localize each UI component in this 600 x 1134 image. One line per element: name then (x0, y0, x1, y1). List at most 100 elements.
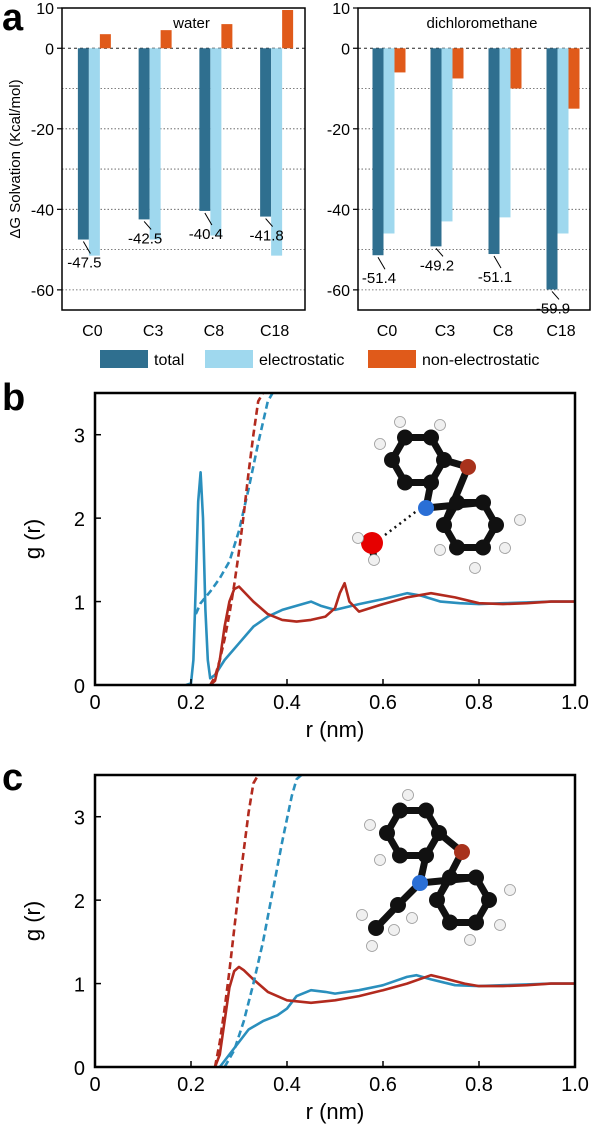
series-blue (218, 973, 575, 1067)
atom-W (361, 532, 383, 554)
atom-H (352, 532, 364, 544)
x-tick-label: 0 (89, 692, 100, 714)
atom-C (468, 914, 484, 931)
atom-H (394, 416, 406, 428)
plot-frame (357, 7, 591, 311)
bar-total-C18 (260, 48, 272, 217)
legend-nonelectrostatic-label: non-electrostatic (422, 352, 539, 369)
data-label-C3: -42.5 (128, 230, 162, 247)
atom-C (379, 825, 395, 841)
panel-a-legend: total electrostatic non-electrostatic (100, 350, 539, 369)
data-label-C8: -40.4 (189, 226, 223, 243)
y-tick-label: 1 (74, 975, 85, 997)
data-label-C3: -49.2 (420, 257, 454, 274)
y-tick-label: -40 (31, 202, 54, 219)
panel-letter-c: c (2, 757, 23, 799)
data-label-C18: -59.9 (536, 300, 570, 317)
y-tick-label: 2 (74, 891, 85, 913)
bar-non-electrostatic-C8 (510, 48, 522, 89)
atom-C (449, 539, 465, 556)
hydrogen-bond (384, 509, 419, 536)
atom-H (364, 819, 376, 831)
legend-electrostatic-label: electrostatic (259, 352, 344, 369)
y-tick-label: -60 (327, 283, 350, 300)
label-leader (377, 256, 386, 270)
series-blue-dashed (194, 393, 274, 615)
label-leader (204, 212, 213, 226)
atom-C (481, 892, 497, 908)
y-tick-label: 0 (74, 676, 85, 698)
bar-electrostatic-C0 (383, 48, 395, 234)
y-tick-label: -20 (327, 122, 350, 139)
atom-H (406, 912, 418, 924)
atom-C (423, 474, 439, 491)
bar-electrostatic-C18 (271, 48, 283, 256)
atom-C (392, 802, 408, 819)
x-tick-label: 1.0 (561, 692, 589, 714)
x-tick-label: 0.6 (369, 1074, 397, 1096)
atom-C (384, 452, 400, 468)
panel-letters: a b c (2, 0, 25, 799)
plot-frame (93, 773, 577, 1069)
atom-H (402, 789, 414, 801)
atom-H (504, 884, 516, 896)
y-tick-label: -40 (327, 202, 350, 219)
y-tick-label: 10 (332, 1, 350, 18)
x-tick-label-C3: C3 (435, 323, 456, 340)
x-tick-label-C18: C18 (546, 323, 575, 340)
atom-C (392, 847, 408, 864)
atom-H (388, 924, 400, 936)
y-axis-title: ΔG Solvation (Kcal/mol) (7, 79, 24, 238)
legend-nonelectrostatic-swatch (368, 350, 416, 368)
data-label-C18: -41.8 (250, 228, 284, 245)
atom-C (475, 494, 491, 511)
panel-a-water-chart: 10 0 -20 -40 -60 C0 -47.5 C3 -42.5 C8 -40.4 C18 -41.… (7, 1, 306, 340)
bar-non-electrostatic-C18 (568, 48, 580, 109)
bar-electrostatic-C3 (441, 48, 453, 222)
atom-C (431, 825, 447, 841)
y-axis-title: g (r) (20, 519, 45, 559)
series-blue (185, 471, 575, 685)
bar-electrostatic-C8 (210, 48, 222, 236)
x-tick-label: 0.6 (369, 692, 397, 714)
series-red (213, 965, 575, 1067)
atom-H (434, 419, 446, 431)
x-tick-label: 0.4 (273, 692, 301, 714)
atom-C (418, 847, 434, 864)
bar-non-electrostatic-C18 (282, 10, 294, 49)
panel-a-dichloromethane-chart: 10 0 -20 -40 -60 C0 -51.4 C3 -49.2 C8 -51.1 C18 -59.… (327, 1, 591, 340)
atom-C (488, 517, 504, 533)
chart-title: dichloromethane (427, 15, 538, 32)
panel-b-rdf-chart: 0 0.2 0.4 0.6 0.8 1.0 0 1 2 3 r (nm) g (r) (20, 391, 589, 742)
x-tick-label-C18: C18 (260, 323, 289, 340)
label-leader (493, 255, 502, 269)
plot-frame (93, 391, 577, 687)
chart-title: water (172, 15, 210, 32)
atom-H (464, 934, 476, 946)
atom-N (418, 500, 434, 516)
atom-H (374, 854, 386, 866)
label-leader (82, 241, 91, 254)
x-tick-label: 0.8 (465, 1074, 493, 1096)
bar-non-electrostatic-C3 (160, 30, 172, 49)
atom-C (468, 869, 484, 886)
label-leader (435, 248, 444, 257)
atom-C (442, 914, 458, 931)
y-tick-label: 1 (74, 593, 85, 615)
x-tick-label-C3: C3 (143, 323, 164, 340)
x-tick-label: 0.4 (273, 1074, 301, 1096)
legend-total-label: total (154, 352, 184, 369)
x-tick-label: 0.2 (177, 692, 205, 714)
bar-non-electrostatic-C8 (221, 24, 233, 49)
bar-non-electrostatic-C0 (99, 34, 111, 49)
panel-letter-b: b (2, 377, 25, 419)
label-leader (143, 221, 152, 230)
bar-total-C18 (546, 48, 558, 290)
molecule-ethyl-image (356, 789, 516, 952)
bar-electrostatic-C3 (149, 48, 161, 240)
y-axis-title: g (r) (20, 901, 45, 941)
y-tick-label: 0 (45, 41, 54, 58)
y-tick-label: 0 (74, 1058, 85, 1080)
x-tick-label: 0.8 (465, 692, 493, 714)
